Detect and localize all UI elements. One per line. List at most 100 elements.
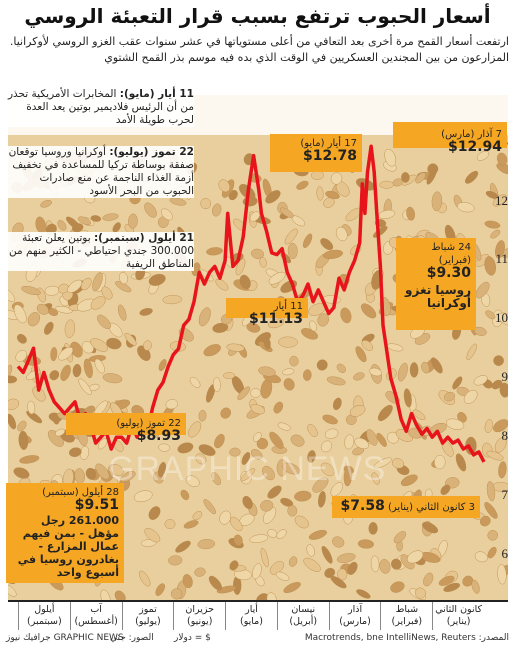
- wheat-grain: [215, 278, 229, 291]
- wheat-grain: [223, 372, 236, 380]
- wheat-grain: [164, 519, 176, 530]
- wheat-grain: [144, 202, 157, 218]
- wheat-grain: [287, 505, 298, 517]
- wheat-grain: [495, 240, 505, 259]
- wheat-grain: [332, 536, 345, 548]
- wheat-grain: [355, 346, 367, 363]
- wheat-grain: [316, 359, 328, 371]
- photo-credit: الصور: جتي: [110, 633, 154, 643]
- wheat-grain: [237, 386, 251, 401]
- wheat-grain: [226, 343, 245, 352]
- wheat-grain: [290, 434, 305, 447]
- wheat-grain: [307, 424, 318, 437]
- wheat-grain: [185, 475, 200, 487]
- callout-value: $11.13: [248, 311, 303, 327]
- callout-date: 11 أيار: [273, 301, 303, 312]
- wheat-grain: [27, 400, 36, 415]
- wheat-grain: [376, 432, 387, 447]
- wheat-grain: [354, 437, 370, 450]
- wheat-grain: [259, 256, 267, 268]
- wheat-grain: [148, 506, 161, 520]
- wheat-grain: [306, 544, 315, 557]
- y-tick-label: 7: [501, 487, 509, 503]
- wheat-grain: [462, 575, 474, 587]
- wheat-grain: [240, 468, 256, 482]
- wheat-grain: [280, 497, 294, 507]
- callout-date: 24 شباط (فبراير): [431, 242, 471, 266]
- annotation-date: 21 أيلول (سبتمبر):: [93, 232, 194, 244]
- wheat-grain: [406, 206, 415, 221]
- wheat-grain: [165, 399, 179, 410]
- wheat-grain: [58, 283, 69, 294]
- wheat-grain: [158, 359, 167, 372]
- source-text: المصدر: Macrotrends, bne IntelliNews, Re…: [304, 633, 509, 643]
- wheat-grain: [189, 376, 201, 388]
- wheat-grain: [92, 272, 103, 292]
- wheat-grain: [198, 444, 216, 456]
- wheat-grain: [78, 378, 92, 395]
- wheat-grain: [58, 346, 74, 361]
- wheat-grain: [479, 515, 491, 527]
- wheat-grain: [452, 376, 463, 390]
- wheat-grain: [197, 539, 216, 550]
- wheat-grain: [195, 453, 207, 465]
- wheat-grain: [250, 404, 265, 415]
- wheat-grain: [353, 372, 365, 381]
- wheat-grain: [492, 194, 508, 207]
- wheat-grain: [36, 303, 49, 315]
- wheat-grain: [496, 152, 508, 166]
- wheat-grain: [269, 431, 284, 449]
- wheat-grain: [55, 305, 73, 314]
- y-tick-label: 12: [495, 192, 508, 208]
- wheat-grain: [213, 377, 221, 392]
- wheat-grain: [457, 412, 467, 423]
- page-subtitle: ارتفعت أسعار القمح مرة أخرى بعد التعافي …: [9, 35, 509, 64]
- wheat-grain: [284, 228, 298, 245]
- x-tick-label: آب (أغسطس): [69, 602, 122, 630]
- wheat-grain: [336, 553, 356, 563]
- wheat-grain: [64, 319, 76, 338]
- wheat-grain: [17, 420, 27, 432]
- annotation-jul22: 22 تموز (يوليو): أوكرانيا وروسيا توقعان …: [6, 146, 194, 198]
- wheat-grain: [26, 410, 43, 424]
- wheat-grain: [347, 561, 358, 575]
- wheat-grain: [403, 388, 412, 408]
- wheat-grain: [487, 546, 497, 559]
- wheat-grain: [421, 361, 430, 374]
- wheat-grain: [8, 288, 15, 303]
- wheat-grain: [323, 197, 335, 208]
- wheat-grain: [18, 430, 29, 450]
- wheat-grain: [409, 362, 419, 378]
- wheat-grain: [322, 249, 344, 260]
- wheat-grain: [486, 481, 496, 502]
- annotation-sep21: 21 أيلول (سبتمبر): بوتين يعلن تعبئة 300.…: [6, 232, 194, 271]
- wheat-grain: [335, 226, 348, 242]
- wheat-grain: [216, 585, 237, 594]
- wheat-grain: [266, 592, 277, 600]
- wheat-grain: [475, 281, 490, 299]
- wheat-grain: [373, 457, 392, 469]
- wheat-grain: [157, 461, 167, 478]
- wheat-grain: [49, 370, 60, 381]
- wheat-grain: [140, 539, 157, 547]
- wheat-grain: [188, 421, 202, 438]
- wheat-grain: [368, 522, 378, 535]
- wheat-grain: [302, 233, 313, 249]
- wheat-grain: [97, 314, 111, 330]
- callout-date: 28 أيلول (سبتمبر): [42, 487, 119, 498]
- wheat-grain: [128, 213, 138, 229]
- wheat-grain: [326, 376, 346, 386]
- wheat-grain: [100, 589, 111, 600]
- wheat-grain: [219, 510, 232, 525]
- wheat-grain: [118, 272, 129, 285]
- wheat-grain: [267, 318, 285, 329]
- wheat-grain: [168, 555, 183, 566]
- wheat-grain: [318, 490, 326, 508]
- wheat-grain: [496, 162, 508, 175]
- y-tick-label: 11: [495, 251, 508, 267]
- callout-date: 3 كانون الثاني (يناير): [388, 502, 475, 513]
- wheat-grain: [85, 467, 97, 480]
- wheat-grain: [55, 428, 66, 437]
- wheat-grain: [499, 382, 508, 398]
- wheat-grain: [267, 485, 282, 499]
